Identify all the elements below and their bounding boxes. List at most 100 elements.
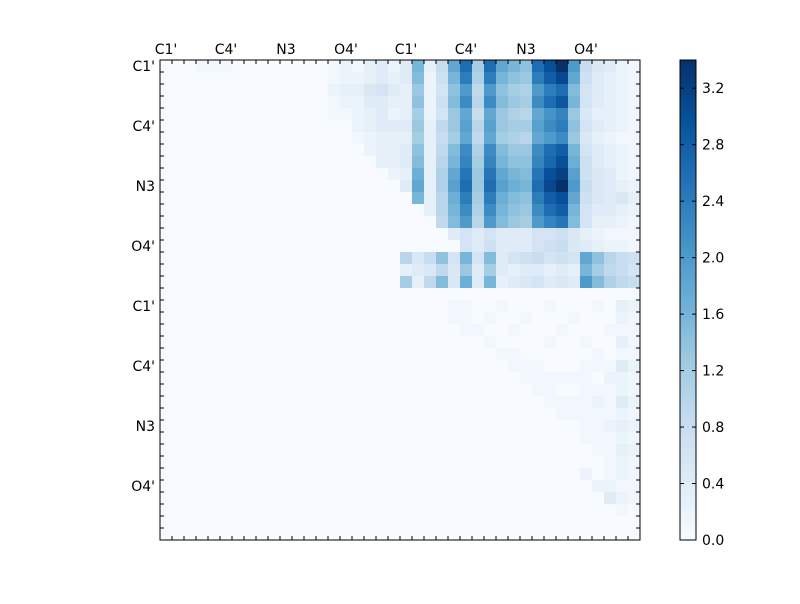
heatmap-cell [220, 360, 233, 373]
heatmap-cell [352, 96, 365, 109]
heatmap-cell [352, 72, 365, 85]
heatmap-cell [580, 528, 593, 541]
heatmap-cell [376, 228, 389, 241]
heatmap-cell [496, 240, 509, 253]
x-tick-label: O4' [574, 42, 598, 58]
heatmap-cell [376, 456, 389, 469]
heatmap-cell [424, 180, 437, 193]
heatmap-cell [532, 312, 545, 325]
heatmap-cell [232, 144, 245, 157]
heatmap-cell [208, 456, 221, 469]
heatmap-cell [388, 396, 401, 409]
heatmap-cell [376, 312, 389, 325]
heatmap-cell [280, 492, 293, 505]
heatmap-cell [268, 228, 281, 241]
heatmap-cell [316, 192, 329, 205]
heatmap-cell [628, 240, 641, 253]
heatmap-cell [532, 168, 545, 181]
heatmap-cell [400, 444, 413, 457]
heatmap-cell [268, 60, 281, 73]
heatmap-cell [172, 264, 185, 277]
heatmap-cell [400, 192, 413, 205]
heatmap-cell [196, 300, 209, 313]
heatmap-cell [568, 72, 581, 85]
heatmap-cell [616, 132, 629, 145]
heatmap-cell [604, 84, 617, 97]
heatmap-cell [616, 372, 629, 385]
heatmap-cell [424, 384, 437, 397]
heatmap-cell [460, 216, 473, 229]
heatmap-cell [412, 444, 425, 457]
heatmap-cell [292, 192, 305, 205]
heatmap-cell [424, 468, 437, 481]
heatmap-cell [460, 492, 473, 505]
heatmap-cell [280, 120, 293, 133]
heatmap-cell [316, 108, 329, 121]
heatmap-cell [328, 180, 341, 193]
heatmap-cell [352, 468, 365, 481]
heatmap-cell [388, 156, 401, 169]
heatmap-cell [292, 300, 305, 313]
heatmap-cell [220, 168, 233, 181]
heatmap-cell [280, 300, 293, 313]
heatmap-cell [412, 480, 425, 493]
heatmap-cell [472, 456, 485, 469]
heatmap-cell [544, 300, 557, 313]
heatmap-cell [448, 336, 461, 349]
heatmap-cell [340, 60, 353, 73]
heatmap-cell [292, 480, 305, 493]
heatmap-cell [328, 312, 341, 325]
heatmap-cell [340, 444, 353, 457]
heatmap-cell [340, 168, 353, 181]
heatmap-cell [460, 72, 473, 85]
heatmap-cell [448, 468, 461, 481]
heatmap-cell [592, 84, 605, 97]
heatmap-cell [592, 168, 605, 181]
heatmap-cell [316, 168, 329, 181]
heatmap-cell [328, 528, 341, 541]
heatmap-cell [532, 528, 545, 541]
heatmap-cell [436, 144, 449, 157]
heatmap-cell [448, 444, 461, 457]
heatmap-cell [184, 312, 197, 325]
heatmap-cell [496, 228, 509, 241]
heatmap-cell [472, 444, 485, 457]
heatmap-cell [244, 480, 257, 493]
heatmap-cell [280, 480, 293, 493]
heatmap-cell [424, 204, 437, 217]
heatmap-cell [388, 456, 401, 469]
heatmap-cell [544, 72, 557, 85]
heatmap-cell [604, 408, 617, 421]
heatmap-cell [352, 420, 365, 433]
heatmap-cell [460, 276, 473, 289]
heatmap-cell [340, 132, 353, 145]
heatmap-cell [544, 96, 557, 109]
heatmap-cell [280, 228, 293, 241]
heatmap-cell [232, 384, 245, 397]
heatmap-cell [244, 432, 257, 445]
heatmap-cell [472, 96, 485, 109]
heatmap-cell [160, 168, 173, 181]
heatmap-cell [580, 396, 593, 409]
heatmap-cell [364, 108, 377, 121]
heatmap-cell [328, 444, 341, 457]
heatmap-cell [244, 96, 257, 109]
heatmap-cell [568, 180, 581, 193]
heatmap-cell [304, 408, 317, 421]
heatmap-cell [376, 120, 389, 133]
heatmap-cell [520, 240, 533, 253]
heatmap-cell [172, 396, 185, 409]
heatmap-cell [328, 300, 341, 313]
heatmap-cell [472, 132, 485, 145]
heatmap-cell [256, 216, 269, 229]
heatmap-cell [256, 144, 269, 157]
heatmap-cell [544, 180, 557, 193]
heatmap-cell [172, 276, 185, 289]
heatmap-cell [484, 192, 497, 205]
heatmap-cell [364, 372, 377, 385]
heatmap-cell [580, 276, 593, 289]
heatmap-cell [220, 60, 233, 73]
heatmap-cell [436, 408, 449, 421]
heatmap-cell [220, 132, 233, 145]
heatmap-cell [424, 72, 437, 85]
